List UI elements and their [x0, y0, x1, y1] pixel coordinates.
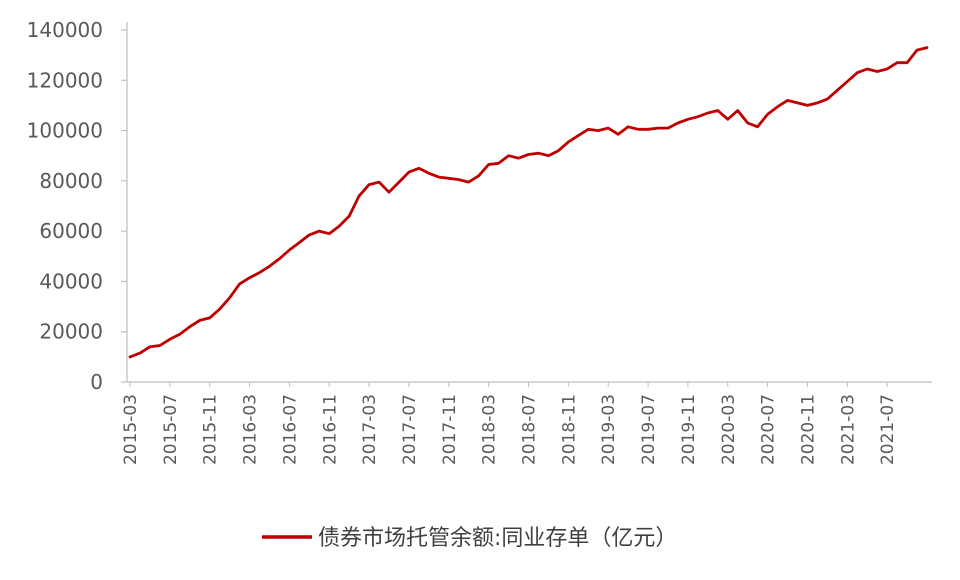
y-tick-label: 40000 — [39, 269, 103, 293]
series-line — [128, 46, 929, 359]
y-tick-label: 140000 — [27, 18, 103, 42]
y-tick-label: 80000 — [39, 169, 103, 193]
y-axis: 0 20000 40000 60000 80000 100000 120000 140000 — [27, 18, 128, 394]
x-tick-label: 2021-07 — [878, 394, 898, 465]
x-axis: 2015-03 2015-07 2015-11 2016-03 2016-07 2016-… — [121, 381, 932, 465]
x-tick-label: 2018-07 — [520, 394, 540, 465]
x-tick-label: 2019-03 — [599, 394, 619, 465]
x-tick-label: 2015-03 — [121, 394, 141, 465]
y-tick-label: 120000 — [27, 68, 103, 92]
y-tick-label: 100000 — [27, 119, 103, 143]
x-tick-label: 2018-11 — [559, 394, 579, 465]
x-tick-label: 2018-03 — [480, 394, 500, 465]
x-tick-label: 2015-07 — [161, 394, 181, 465]
x-tick-label: 2021-03 — [838, 394, 858, 465]
x-tick-label: 2020-11 — [798, 394, 818, 465]
x-tick-label: 2016-03 — [241, 394, 261, 465]
x-tick-label: 2016-07 — [280, 394, 300, 465]
x-tick-label: 2019-11 — [679, 394, 699, 465]
x-tick-label: 2020-07 — [759, 394, 779, 465]
y-tick-label: 20000 — [39, 320, 103, 344]
x-tick-label: 2015-11 — [201, 394, 221, 465]
y-tick-label: 60000 — [39, 219, 103, 243]
legend: 债券市场托管余额:同业存单（亿元） — [262, 526, 677, 551]
y-tick-label: 0 — [90, 370, 103, 394]
x-tick-label: 2017-03 — [360, 394, 380, 465]
x-tick-label: 2016-11 — [320, 394, 340, 465]
x-tick-label: 2017-11 — [440, 394, 460, 465]
series-group — [128, 46, 929, 359]
x-tick-label: 2020-03 — [719, 394, 739, 465]
x-tick-label: 2019-07 — [639, 394, 659, 465]
legend-label: 债券市场托管余额:同业存单（亿元） — [318, 526, 677, 551]
x-tick-label: 2017-07 — [400, 394, 420, 465]
